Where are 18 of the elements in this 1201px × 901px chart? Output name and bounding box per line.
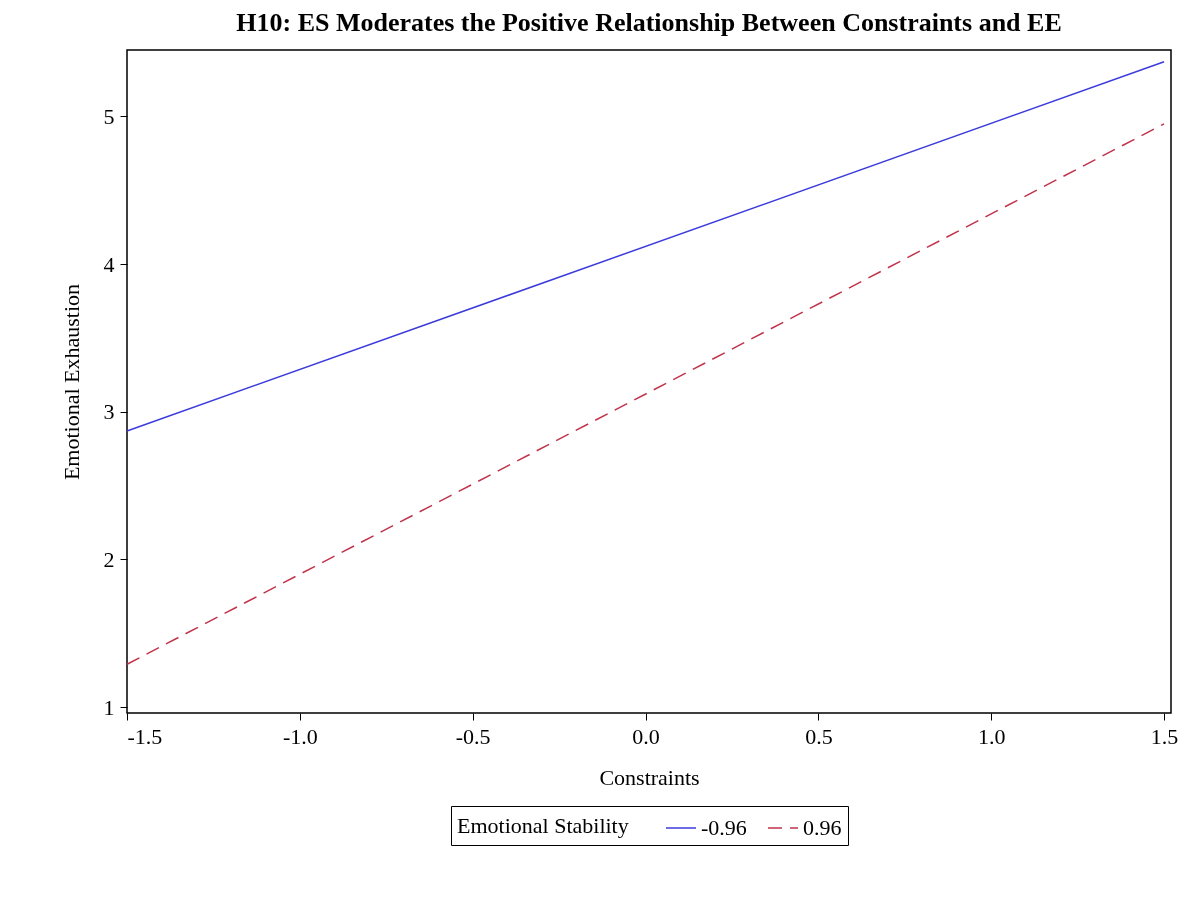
legend-label: 0.96 <box>803 815 842 840</box>
x-axis-title: Constraints <box>599 764 700 790</box>
legend-label: -0.96 <box>701 815 747 840</box>
x-tick-label: -1.5 <box>127 723 163 749</box>
y-axis-title: Emotional Exhaustion <box>58 283 84 481</box>
x-tick-label: 0.0 <box>632 723 660 749</box>
legend-title: Emotional Stability <box>457 813 629 838</box>
y-tick-label: 5 <box>103 103 115 129</box>
y-tick-label: 4 <box>103 251 115 277</box>
y-tick-label: 2 <box>103 546 115 572</box>
y-tick-label: 1 <box>103 694 115 720</box>
y-tick-label: 3 <box>103 399 115 425</box>
x-tick-label: 0.5 <box>805 723 833 749</box>
x-tick-label: 1.5 <box>1150 723 1179 749</box>
chart-title: H10: ES Moderates the Positive Relationship Between Constraints and EE <box>236 8 1062 37</box>
x-tick-label: -0.5 <box>455 723 491 749</box>
x-tick-label: -1.0 <box>282 723 318 749</box>
x-tick-label: 1.0 <box>977 723 1006 749</box>
